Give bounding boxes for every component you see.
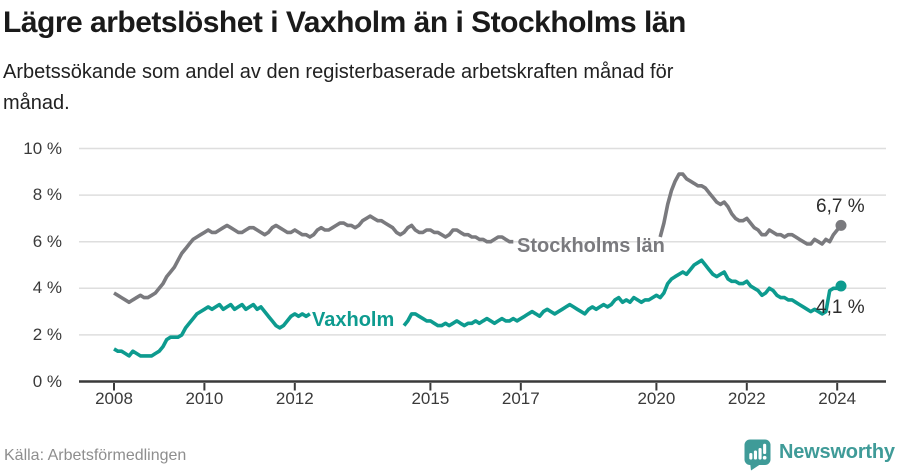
- newsworthy-logo-icon: [744, 439, 771, 471]
- x-axis-label: 2012: [275, 389, 314, 408]
- chart-subtitle-line-1: Arbetssökande som andel av den registerb…: [3, 61, 674, 83]
- series-label-stockholms-lan: Stockholms län: [517, 235, 665, 257]
- series-end-dot-vaxholm: [835, 280, 847, 292]
- series-label-vaxholm: Vaxholm: [312, 309, 395, 331]
- chart-title: Lägre arbetslöshet i Vaxholm än i Stockh…: [3, 6, 686, 39]
- x-axis-label: 2010: [185, 389, 224, 408]
- x-axis-label: 2017: [501, 389, 540, 408]
- y-axis-label: 8 %: [32, 185, 62, 205]
- x-axis-label: 2024: [818, 389, 857, 408]
- source-note: Källa: Arbetsförmedlingen: [4, 447, 187, 464]
- y-axis-label: 0 %: [32, 371, 62, 391]
- end-value-vaxholm: 4,1 %: [816, 297, 865, 318]
- series-line-stockholms-lan: [658, 172, 843, 246]
- x-axis-label: 2008: [95, 389, 133, 408]
- y-axis-labels: 0 % 2 % 4 % 6 % 8 % 10 %: [0, 0, 62, 474]
- series-line-vaxholm: [402, 258, 842, 328]
- y-axis-label: 6 %: [32, 231, 62, 251]
- chart-subtitle: Arbetssökande som andel av den registerb…: [3, 57, 863, 119]
- series-line-stockholms-lan: [113, 214, 514, 305]
- series-line-vaxholm: [113, 302, 311, 358]
- newsworthy-wordmark: Newsworthy: [779, 441, 895, 463]
- end-value-stockholms-lan: 6,7 %: [816, 196, 865, 217]
- x-axis-label: 2015: [411, 389, 450, 408]
- x-axis-label: 2022: [727, 389, 766, 408]
- series-end-dot-stockholms-lan: [835, 219, 847, 231]
- x-axis-label: 2020: [637, 389, 676, 408]
- y-axis-label: 10 %: [23, 138, 62, 158]
- y-axis-label: 4 %: [32, 278, 62, 298]
- chart-subtitle-line-2: månad.: [3, 92, 70, 114]
- y-axis-label: 2 %: [32, 324, 62, 344]
